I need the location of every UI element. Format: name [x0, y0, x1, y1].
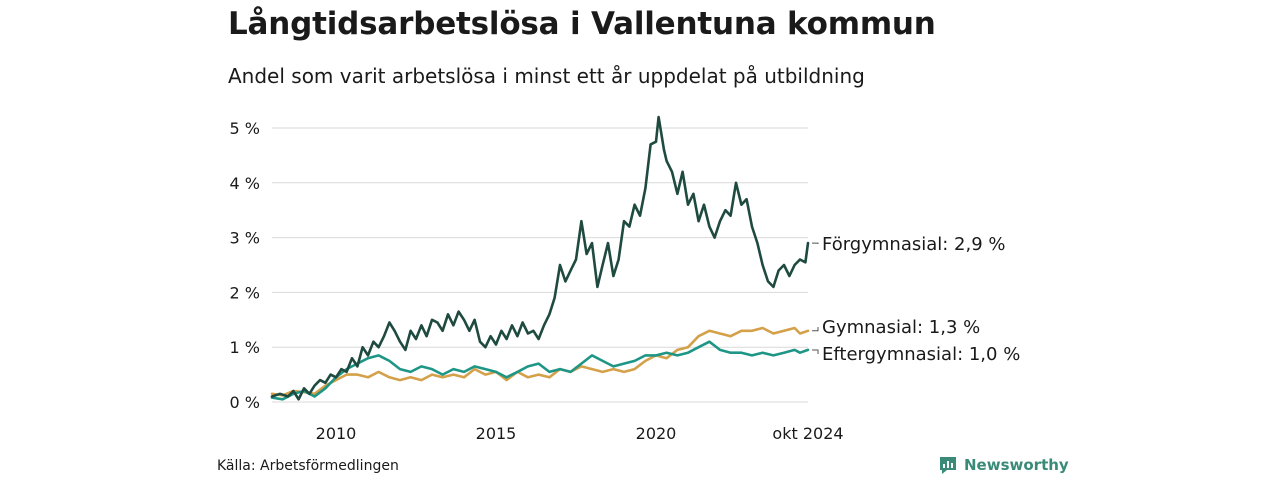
x-tick-label-okt-2024: okt 2024: [772, 424, 843, 443]
series-end-label-gymnasial: Gymnasial: 1,3 %: [822, 317, 980, 338]
chart-title: Långtidsarbetslösa i Vallentuna kommun: [228, 6, 936, 42]
y-tick-label-0: 0 %: [230, 393, 260, 412]
y-tick-label-1: 1 %: [230, 338, 260, 357]
y-tick-label-2: 2 %: [230, 283, 260, 302]
y-tick-label-3: 3 %: [230, 229, 260, 248]
newsworthy-icon: [940, 457, 956, 474]
y-tick-label-5: 5 %: [230, 119, 260, 138]
leader-line-gymnasial: [812, 327, 819, 332]
newsworthy-logo[interactable]: Newsworthy: [938, 455, 1069, 475]
series-line-gymnasial: [270, 326, 810, 397]
x-tick-label-2015: 2015: [476, 424, 517, 443]
x-tick-label-2010: 2010: [316, 424, 357, 443]
leader-line-forgymnasial: [812, 242, 819, 244]
series-end-label-eftergymnasial: Eftergymnasial: 1,0 %: [822, 344, 1020, 365]
series-end-label-forgymnasial: Förgymnasial: 2,9 %: [822, 234, 1006, 255]
y-tick-label-4: 4 %: [230, 174, 260, 193]
x-tick-label-2020: 2020: [636, 424, 677, 443]
series-line-eftergymnasial: [270, 340, 810, 401]
series-line-forgymnasial: [270, 115, 810, 401]
leader-line-eftergymnasial: [812, 349, 819, 354]
chart-subtitle: Andel som varit arbetslösa i minst ett å…: [228, 64, 865, 88]
source-note: Källa: Arbetsförmedlingen: [217, 458, 399, 474]
brand-name: Newsworthy: [964, 456, 1069, 474]
